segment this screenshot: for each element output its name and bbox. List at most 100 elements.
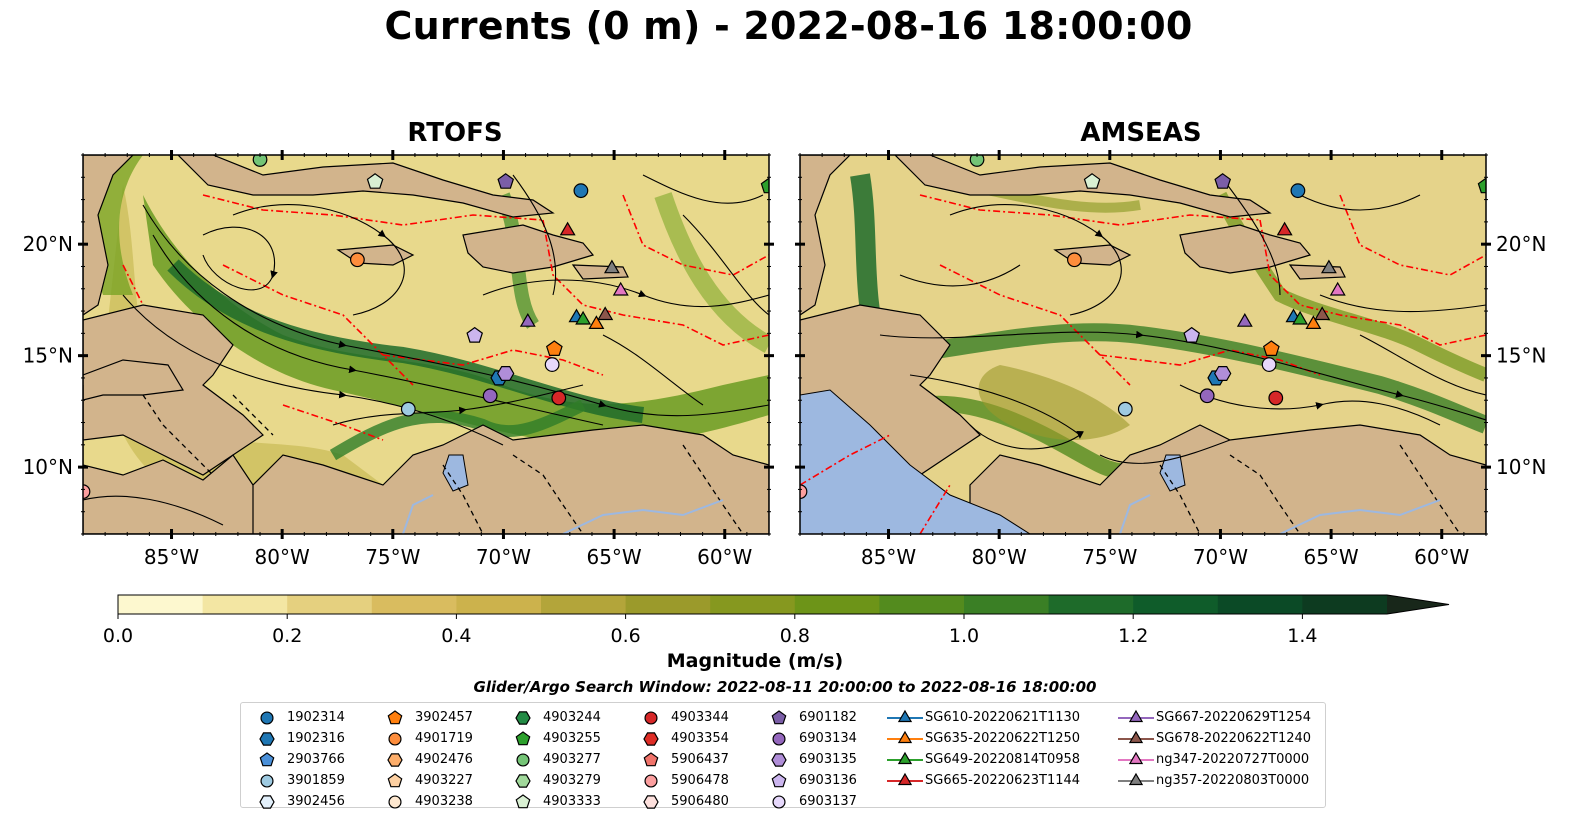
platform-marker xyxy=(1067,252,1082,268)
legend-label: SG678-20220622T1240 xyxy=(1156,731,1312,746)
legend-marker-icon xyxy=(260,774,274,788)
colorbar-segment xyxy=(118,595,204,614)
lon-tick-label: 65°W xyxy=(586,545,641,569)
legend-label: SG665-20220623T1144 xyxy=(925,773,1081,788)
colorbar-segment xyxy=(456,595,542,614)
platform-marker xyxy=(83,484,91,500)
legend-item: SG665-20220623T1144 xyxy=(885,770,1080,791)
platform-marker xyxy=(1183,326,1201,343)
colorbar-segment xyxy=(202,595,288,614)
platform-marker xyxy=(1320,259,1337,274)
legend-marker xyxy=(644,711,658,725)
platform-marker xyxy=(466,326,484,343)
legend-item: 4903277 xyxy=(503,749,601,770)
country-borders xyxy=(142,394,744,534)
platform-marker xyxy=(544,357,560,372)
platform-marker xyxy=(1117,401,1133,417)
legend-label: 2903766 xyxy=(287,752,345,767)
colorbar-tick-label: 1.4 xyxy=(1287,625,1317,647)
legend-label: 6903135 xyxy=(799,752,857,767)
colorbar-segment xyxy=(964,595,1050,614)
legend-item: 4903354 xyxy=(631,728,729,749)
legend-marker xyxy=(260,711,274,725)
legend-label: 5906437 xyxy=(671,752,729,767)
platform-marker xyxy=(366,173,384,189)
eez-boundaries xyxy=(800,194,1486,534)
legend-marker xyxy=(897,772,913,786)
legend-label: 4903333 xyxy=(543,794,601,809)
platform-marker xyxy=(1290,183,1306,199)
platform-marker xyxy=(559,221,576,236)
legend-label: 5906478 xyxy=(671,773,729,788)
legend-marker-icon xyxy=(516,753,530,767)
legend-item: 1902314 xyxy=(247,707,345,728)
lon-tick-label: 60°W xyxy=(1414,545,1469,569)
legend-marker xyxy=(897,751,913,765)
colorbar: 0.0 0.2 0.4 0.6 0.8 1.0 1.2 1.4 xyxy=(103,594,1450,647)
legend-item: SG649-20220814T0958 xyxy=(885,749,1080,770)
platform-marker xyxy=(551,390,567,406)
platform-marker xyxy=(1214,173,1232,189)
map-panel-rtofs xyxy=(83,155,769,534)
legend-item: ng347-20220727T0000 xyxy=(1116,749,1311,770)
legend-marker xyxy=(772,795,786,809)
platform-marker xyxy=(1276,221,1293,236)
platform-marker xyxy=(252,155,268,167)
legend-label: 5906480 xyxy=(671,794,729,809)
legend-marker xyxy=(260,774,274,788)
legend-marker xyxy=(771,773,787,788)
platform-markers-rtofs xyxy=(83,155,769,500)
legend-label: SG667-20220629T1254 xyxy=(1156,710,1312,725)
legend-marker-icon xyxy=(388,795,402,809)
legend-marker-icon xyxy=(771,773,787,788)
legend-marker-icon xyxy=(515,794,531,809)
legend-label: SG635-20220622T1250 xyxy=(925,731,1081,746)
legend-marker-icon xyxy=(887,772,923,786)
legend-marker-icon xyxy=(887,730,923,744)
legend-column: 6901182 6903134 6903135 6903136 6903137 xyxy=(759,707,857,812)
legend-marker-icon xyxy=(1118,772,1154,786)
platform-marker xyxy=(573,183,589,199)
platform-marker xyxy=(1262,340,1280,356)
legend-item: 4901719 xyxy=(375,728,473,749)
legend-item: 6901182 xyxy=(759,707,857,728)
map-panel-amseas xyxy=(800,155,1486,534)
colorbar-tick-label: 0.6 xyxy=(610,625,640,647)
platform-marker xyxy=(497,173,515,189)
platform-marker xyxy=(1199,388,1215,404)
colorbar-segment xyxy=(1302,595,1388,614)
lon-tick-label: 85°W xyxy=(144,545,199,569)
search-window-text: Glider/Argo Search Window: 2022-08-11 20… xyxy=(473,678,1097,696)
lon-tick-label: 80°W xyxy=(972,545,1027,569)
platform-marker xyxy=(800,484,808,500)
legend-item: SG610-20220621T1130 xyxy=(885,707,1080,728)
legend-marker-icon xyxy=(1118,709,1154,723)
colorbar-segment xyxy=(371,595,457,614)
legend-marker-icon xyxy=(515,711,531,725)
lon-tick-label: 85°W xyxy=(861,545,916,569)
lon-tick-label: 65°W xyxy=(1303,545,1358,569)
legend-label: 4903244 xyxy=(543,710,601,725)
legend-item: 4903279 xyxy=(503,770,601,791)
legend-item: 4903244 xyxy=(503,707,601,728)
legend-label: 4902476 xyxy=(415,752,473,767)
platform-marker xyxy=(1314,306,1331,321)
legend-marker xyxy=(771,710,787,725)
legend-label: 1902314 xyxy=(287,710,345,725)
legend-label: 3901859 xyxy=(287,773,345,788)
lon-tick-label: 70°W xyxy=(476,545,531,569)
colorbar-segment xyxy=(710,595,796,614)
legend-marker xyxy=(259,732,275,746)
lat-tick-label: 10°N xyxy=(23,455,73,479)
legend-label: 4901719 xyxy=(415,731,473,746)
legend-item: 4903238 xyxy=(375,791,473,812)
lon-tick-label: 75°W xyxy=(365,545,420,569)
legend-item: 6903134 xyxy=(759,728,857,749)
legend-marker-icon xyxy=(644,774,658,788)
colorbar-segment xyxy=(794,595,880,614)
legend-label: SG610-20220621T1130 xyxy=(925,710,1081,725)
colorbar-tick-label: 0.2 xyxy=(272,625,302,647)
legend-marker xyxy=(387,773,403,788)
colorbar-segment xyxy=(879,595,965,614)
